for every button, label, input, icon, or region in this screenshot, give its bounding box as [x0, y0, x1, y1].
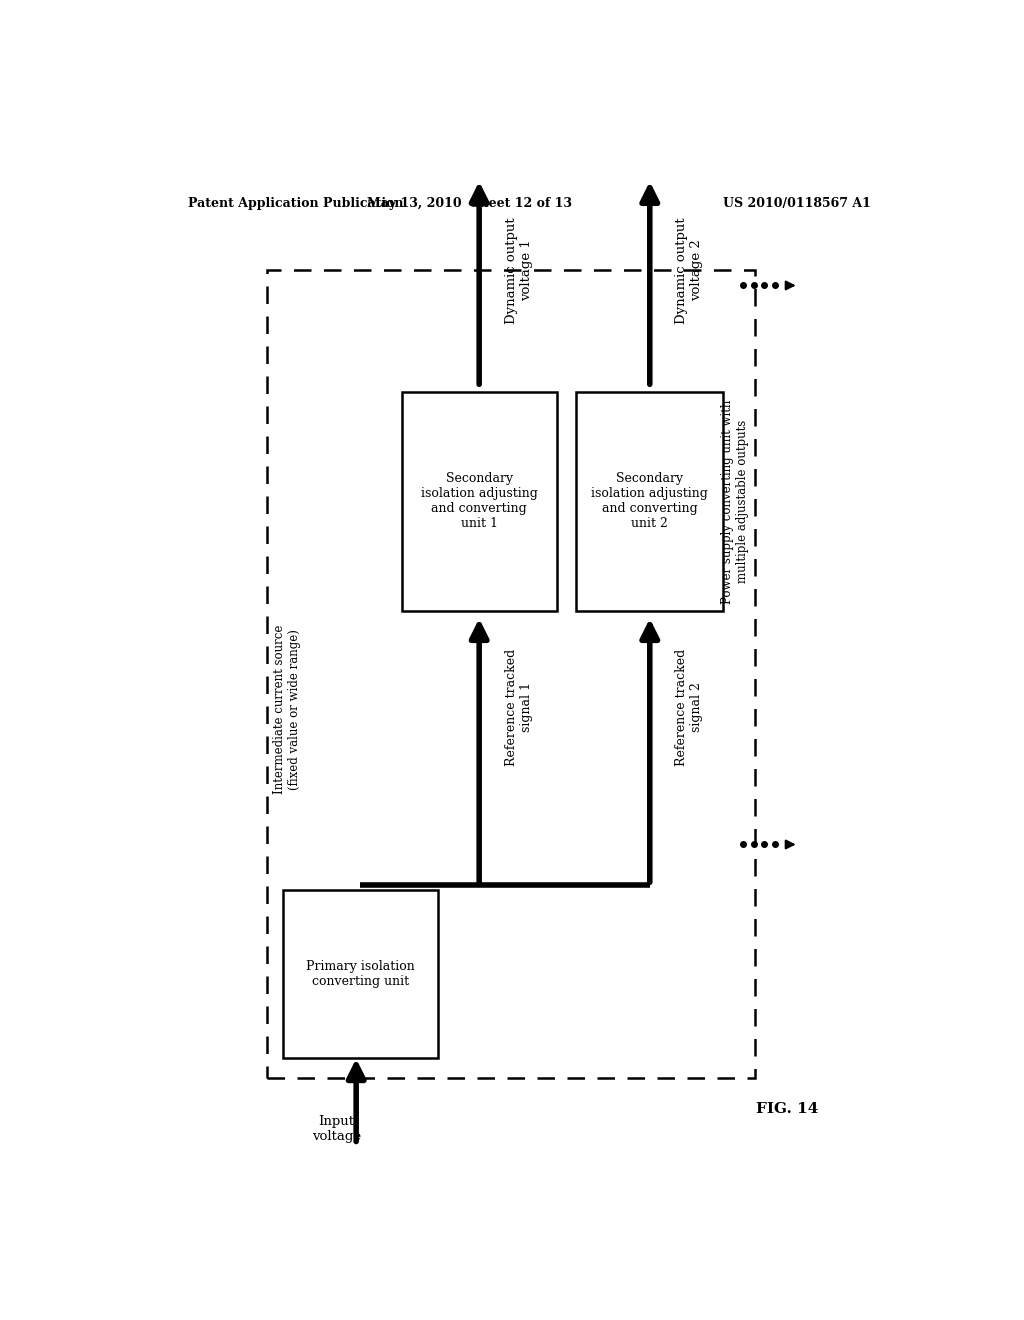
- Text: Power supply converting unit with
multiple adjustable outputs: Power supply converting unit with multip…: [721, 399, 750, 603]
- Text: May 13, 2010  Sheet 12 of 13: May 13, 2010 Sheet 12 of 13: [367, 197, 571, 210]
- Text: Input
voltage: Input voltage: [311, 1115, 360, 1143]
- Text: Primary isolation
converting unit: Primary isolation converting unit: [306, 960, 415, 989]
- Text: Intermediate current source
(fixed value or wide range): Intermediate current source (fixed value…: [272, 626, 301, 795]
- Text: Reference tracked
signal 2: Reference tracked signal 2: [676, 648, 703, 766]
- Bar: [267, 271, 755, 1078]
- Text: Patent Application Publication: Patent Application Publication: [187, 197, 403, 210]
- Text: Reference tracked
signal 1: Reference tracked signal 1: [505, 648, 532, 766]
- Text: US 2010/0118567 A1: US 2010/0118567 A1: [723, 197, 871, 210]
- Text: Secondary
isolation adjusting
and converting
unit 2: Secondary isolation adjusting and conver…: [591, 473, 709, 531]
- Text: Dynamic output
voltage 1: Dynamic output voltage 1: [505, 216, 532, 323]
- Text: Secondary
isolation adjusting
and converting
unit 1: Secondary isolation adjusting and conver…: [421, 473, 538, 531]
- Bar: [401, 392, 557, 611]
- Bar: [577, 392, 723, 611]
- Text: FIG. 14: FIG. 14: [756, 1102, 818, 1115]
- Text: Dynamic output
voltage 2: Dynamic output voltage 2: [676, 216, 703, 323]
- Bar: [283, 890, 437, 1057]
